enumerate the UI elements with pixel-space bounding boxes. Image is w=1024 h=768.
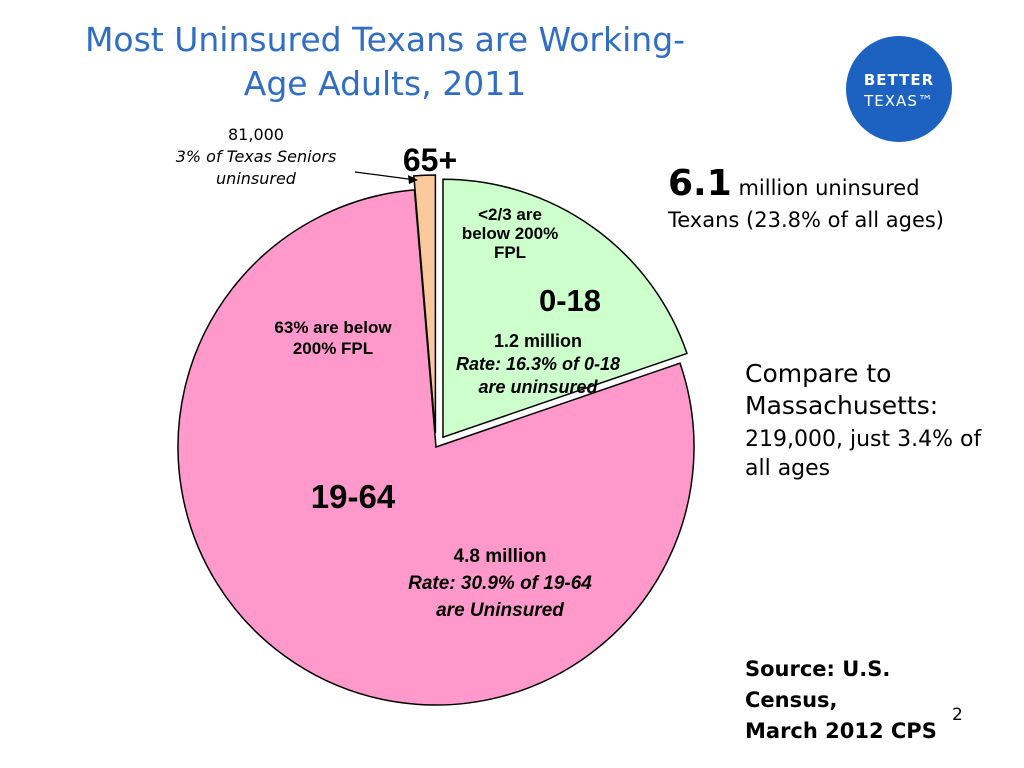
title-line-2: Age Adults, 2011 <box>243 64 527 103</box>
stats-0-18-line-3: are uninsured <box>478 377 598 397</box>
compare-heading-2: Massachusetts: <box>745 391 939 420</box>
stats-0-18: 1.2 million Rate: 16.3% of 0-18 are uninsu… <box>456 331 620 397</box>
callout-65plus-line-3: uninsured <box>216 169 297 188</box>
source-line-2: March 2012 CPS <box>745 719 937 743</box>
total-uninsured-summary: 6.1 million uninsured Texans (23.8% of a… <box>668 163 944 232</box>
massachusetts-comparison: Compare to Massachusetts: 219,000, just … <box>745 358 1005 483</box>
stats-19-64-line-2: Rate: 30.9% of 19-64 <box>408 573 592 594</box>
page-number: 2 <box>952 705 963 725</box>
label-0-18: 0-18 <box>539 283 601 318</box>
callout-arrow-head <box>408 175 418 184</box>
logo-line-2: TEXAS™ <box>864 92 934 110</box>
compare-heading-1: Compare to <box>745 359 892 388</box>
callout-65plus-line-1: 81,000 <box>228 125 284 144</box>
logo-line-1: BETTER <box>863 71 935 89</box>
title-line-1: Most Uninsured Texans are Working- <box>84 20 686 59</box>
total-number: 6.1 <box>668 163 732 204</box>
label-0-18-line-1: 0-18 <box>539 283 601 318</box>
better-texas-logo: BETTER TEXAS™ <box>846 36 952 142</box>
notes-0-18: <2/3 are below 200% FPL <box>462 205 558 262</box>
label-65plus-line-1: 65+ <box>403 142 457 178</box>
stats-0-18-line-1: 1.2 million <box>494 331 582 351</box>
compare-body-2: all ages <box>745 456 831 481</box>
notes-0-18-line-2: below 200% <box>462 224 558 243</box>
pie-slice-19-64 <box>177 189 695 706</box>
stats-19-64: 4.8 million Rate: 30.9% of 19-64 are Unins… <box>408 546 592 621</box>
pie-slice-0-18 <box>442 178 688 439</box>
notes-0-18-line-1: <2/3 are <box>478 205 542 224</box>
notes-19-64-line-1: 63% are below <box>274 318 392 337</box>
label-65plus: 65+ <box>403 142 457 178</box>
total-line-2: Texans (23.8% of all ages) <box>668 208 944 232</box>
callout-arrow <box>354 171 417 181</box>
stats-0-18-line-2: Rate: 16.3% of 0-18 <box>456 354 620 374</box>
notes-19-64: 63% are below 200% FPL <box>274 318 392 358</box>
source-line-1: Source: U.S. Census, <box>745 657 891 712</box>
notes-0-18-line-3: FPL <box>494 243 526 262</box>
label-19-64-line-1: 19-64 <box>311 478 396 515</box>
notes-19-64-line-2: 200% FPL <box>293 339 373 358</box>
callout-65plus: 81,000 3% of Texas Seniors uninsured <box>176 125 337 188</box>
compare-body-1: 219,000, just 3.4% of <box>745 427 982 452</box>
label-19-64: 19-64 <box>311 478 396 515</box>
slide-title: Most Uninsured Texans are Working- Age A… <box>40 18 730 106</box>
total-line-1: million uninsured <box>738 176 920 200</box>
source-note: Source: U.S. Census, March 2012 CPS <box>745 654 965 747</box>
callout-65plus-line-2: 3% of Texas Seniors <box>176 147 337 166</box>
stats-19-64-line-1: 4.8 million <box>454 546 547 567</box>
stats-19-64-line-3: are Uninsured <box>436 600 564 621</box>
